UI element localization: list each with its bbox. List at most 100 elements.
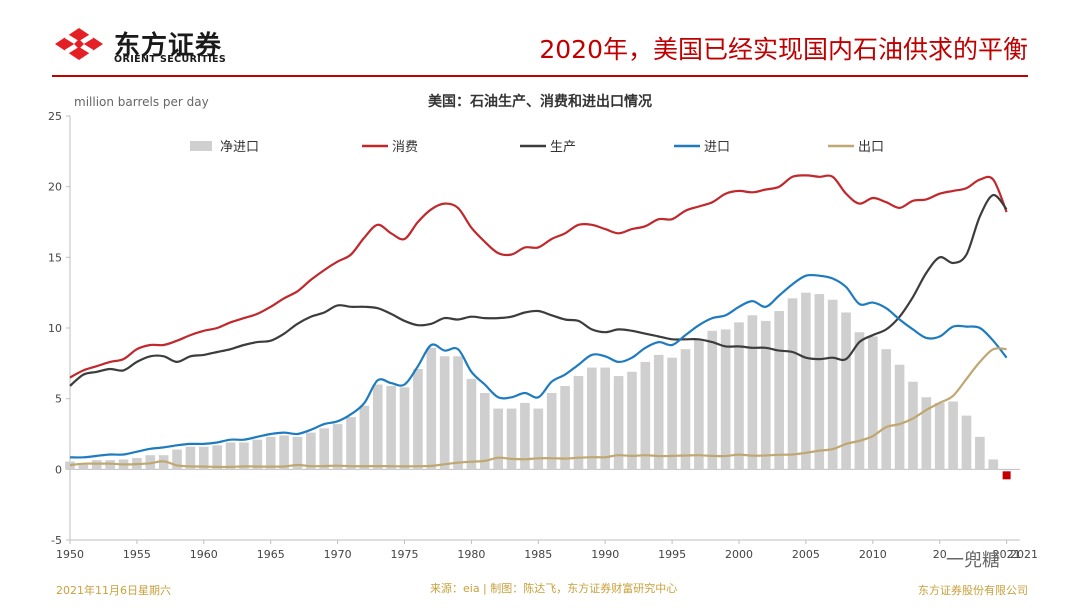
- x-tick-label: 2005: [792, 548, 820, 561]
- net-import-bar: [292, 436, 303, 470]
- net-import-bar: [600, 367, 611, 470]
- chart-title: 美国：石油生产、消费和进出口情况: [428, 93, 652, 110]
- y-tick-label: -5: [51, 534, 62, 547]
- net-import-bar: [948, 401, 958, 470]
- net-import-bar: [827, 299, 838, 470]
- net-import-bar: [747, 315, 758, 470]
- x-tick-label: 1975: [391, 548, 419, 561]
- net-import-bar: [627, 371, 637, 470]
- x-tick-label-last: 2021: [1010, 548, 1038, 561]
- net-import-bar: [386, 385, 396, 470]
- net-import-bar: [961, 415, 972, 470]
- net-import-bar: [934, 402, 945, 470]
- x-tick-label: 1950: [56, 548, 84, 561]
- y-axis-label: million barrels per day: [74, 95, 209, 109]
- y-tick-label: 15: [48, 251, 62, 264]
- net-import-bar: [760, 320, 771, 470]
- net-import-bar: [841, 312, 851, 470]
- net-import-bar: [65, 461, 75, 470]
- x-tick-label: 1990: [591, 548, 619, 561]
- net-import-bar: [720, 329, 731, 470]
- net-import-bar: [319, 428, 330, 470]
- y-tick-label: 5: [55, 393, 62, 406]
- net-import-bar: [493, 408, 503, 470]
- net-import-bar: [453, 356, 463, 470]
- exports-line: [69, 347, 1007, 469]
- slide-headline: 2020年，美国已经实现国内石油供求的平衡: [539, 35, 1028, 64]
- net-import-bar: [533, 408, 544, 470]
- x-tick-label: 1980: [457, 548, 485, 561]
- oil-chart: 美国：石油生产、消费和进出口情况 million barrels per day -…: [48, 93, 1038, 561]
- net-import-bar: [613, 376, 624, 470]
- net-import-bar: [239, 442, 249, 470]
- logo-english-text: ORIENT SECURITIES: [114, 54, 227, 65]
- net-import-bar: [185, 446, 196, 470]
- x-tick-label: 2021: [993, 548, 1021, 561]
- legend-label: 消费: [392, 140, 418, 155]
- net-import-bar: [921, 397, 932, 470]
- logo: 东方证券 ORIENT SECURITIES: [52, 24, 262, 68]
- net-import-bar: [426, 347, 437, 470]
- net-import-bar: [479, 393, 490, 470]
- net-import-bar: [212, 445, 222, 470]
- net-import-bar: [265, 436, 276, 470]
- x-tick-label: 2000: [725, 548, 753, 561]
- y-tick-label: 25: [48, 110, 62, 123]
- x-tick-label: 1955: [123, 548, 151, 561]
- net-import-bar: [814, 294, 825, 470]
- net-import-bar: [787, 298, 798, 470]
- footer-source: 来源：eia | 制图：陈达飞，东方证券财富研究中心: [430, 582, 678, 595]
- y-tick-label: 0: [55, 463, 62, 476]
- net-import-bar: [306, 432, 316, 470]
- x-tick-label: 20: [933, 548, 947, 561]
- footer-company: 东方证券股份有限公司: [918, 584, 1028, 597]
- legend-label: 进口: [704, 140, 730, 155]
- net-import-bar: [573, 376, 584, 470]
- net-import-bar: [908, 381, 918, 470]
- footer-date: 2021年11月6日星期六: [56, 584, 171, 597]
- net-import-bar: [466, 378, 477, 470]
- legend-swatch-net-imports: [190, 141, 212, 151]
- net-import-bar: [546, 393, 557, 470]
- net-import-bar: [1002, 471, 1011, 480]
- net-import-bar: [680, 349, 691, 470]
- x-tick-label: 1985: [524, 548, 552, 561]
- x-tick-label: 1995: [658, 548, 686, 561]
- x-tick-label: 1960: [190, 548, 218, 561]
- net-import-bar: [520, 402, 530, 470]
- net-import-bar: [279, 435, 289, 470]
- consumption-line: [69, 174, 1008, 379]
- legend-label: 出口: [858, 140, 884, 155]
- net-import-bar: [868, 336, 878, 470]
- net-import-bar: [694, 339, 704, 470]
- legend-label: 净进口: [220, 140, 259, 155]
- net-import-bar: [225, 442, 236, 470]
- net-import-bar: [332, 424, 343, 470]
- net-import-bar: [640, 361, 651, 470]
- net-import-bar: [198, 446, 209, 470]
- production-line: [69, 194, 1008, 387]
- legend-label: 生产: [550, 140, 576, 155]
- net-import-bar: [587, 367, 597, 470]
- net-import-bar: [506, 408, 517, 470]
- net-import-bar: [439, 356, 450, 470]
- net-import-bar: [667, 357, 677, 470]
- x-tick-label: 1970: [324, 548, 352, 561]
- net-import-bar: [653, 354, 664, 470]
- net-import-bar: [399, 387, 410, 470]
- net-import-bar: [78, 462, 89, 470]
- orient-securities-logo-icon: [55, 28, 103, 60]
- net-import-bar: [801, 292, 811, 470]
- net-import-bar: [975, 436, 985, 470]
- x-tick-label: 1965: [257, 548, 285, 561]
- net-import-bar: [172, 449, 182, 470]
- y-tick-label: 20: [48, 181, 62, 194]
- imports-line: [69, 273, 1008, 459]
- header-divider: [52, 75, 1028, 77]
- net-import-bar: [734, 322, 744, 470]
- net-import-bar: [252, 439, 263, 470]
- watermark-text: 一兜糖: [946, 550, 1000, 571]
- x-tick-label: 2010: [859, 548, 887, 561]
- net-import-bar: [854, 332, 865, 470]
- net-import-bar: [560, 385, 570, 470]
